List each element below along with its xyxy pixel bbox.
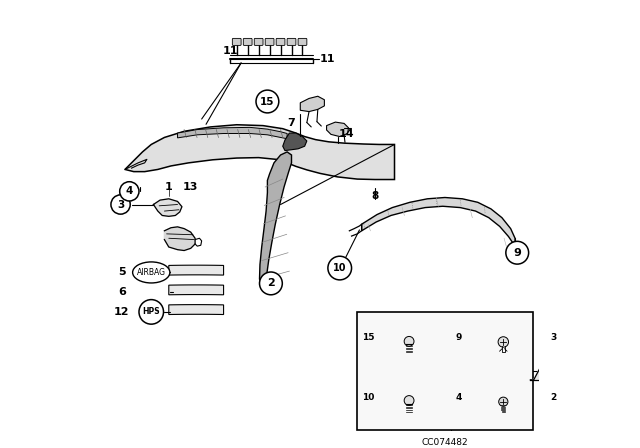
Text: 8: 8: [371, 191, 378, 201]
Polygon shape: [531, 336, 640, 380]
Circle shape: [259, 272, 282, 295]
Text: 3: 3: [117, 199, 124, 210]
Circle shape: [256, 90, 279, 113]
Circle shape: [328, 256, 351, 280]
Text: 7: 7: [287, 118, 296, 129]
Text: 2: 2: [267, 278, 275, 289]
Circle shape: [506, 241, 529, 264]
Text: CC074482: CC074482: [422, 438, 468, 447]
Circle shape: [404, 336, 414, 346]
Text: 1: 1: [165, 182, 173, 192]
Polygon shape: [283, 133, 307, 151]
FancyBboxPatch shape: [232, 39, 241, 45]
Circle shape: [595, 405, 600, 409]
Text: 11: 11: [320, 54, 335, 64]
Circle shape: [594, 339, 601, 346]
Polygon shape: [169, 265, 223, 275]
Circle shape: [595, 346, 600, 350]
FancyBboxPatch shape: [287, 39, 296, 45]
Polygon shape: [164, 227, 195, 250]
Circle shape: [498, 337, 509, 347]
Circle shape: [120, 182, 139, 201]
Polygon shape: [169, 305, 223, 314]
Polygon shape: [544, 338, 570, 366]
Circle shape: [139, 300, 164, 324]
Polygon shape: [154, 199, 182, 216]
Polygon shape: [177, 127, 287, 139]
FancyBboxPatch shape: [265, 39, 274, 45]
Text: 3: 3: [550, 333, 556, 342]
Circle shape: [546, 361, 556, 370]
Text: 12: 12: [114, 307, 130, 317]
Text: 10: 10: [333, 263, 346, 273]
Text: 4: 4: [456, 392, 462, 401]
FancyBboxPatch shape: [298, 39, 307, 45]
Polygon shape: [125, 125, 394, 180]
Text: 15: 15: [260, 96, 275, 107]
Polygon shape: [357, 312, 532, 430]
Text: 4: 4: [125, 186, 133, 196]
Polygon shape: [259, 152, 291, 285]
Polygon shape: [362, 198, 515, 246]
FancyBboxPatch shape: [254, 39, 263, 45]
Text: 9: 9: [456, 333, 462, 342]
Circle shape: [404, 396, 414, 405]
Text: 13: 13: [183, 182, 198, 192]
Text: 15: 15: [362, 333, 374, 342]
Polygon shape: [606, 338, 622, 362]
FancyBboxPatch shape: [276, 39, 285, 45]
Text: 5: 5: [118, 267, 125, 277]
Polygon shape: [326, 122, 349, 137]
Ellipse shape: [132, 262, 170, 283]
Polygon shape: [169, 285, 223, 295]
Circle shape: [602, 342, 611, 352]
Circle shape: [594, 398, 601, 405]
Circle shape: [605, 378, 630, 402]
Text: 10: 10: [362, 392, 374, 401]
Circle shape: [543, 378, 567, 402]
Text: 6: 6: [118, 287, 126, 297]
Circle shape: [111, 195, 130, 214]
Text: HPS: HPS: [143, 307, 160, 316]
FancyBboxPatch shape: [243, 39, 252, 45]
Text: 2: 2: [550, 392, 556, 401]
Text: AIRBAG: AIRBAG: [137, 268, 166, 277]
Text: 14: 14: [339, 129, 354, 139]
Circle shape: [564, 346, 574, 356]
Circle shape: [499, 397, 508, 406]
Text: 9: 9: [513, 248, 521, 258]
Polygon shape: [300, 96, 324, 112]
Text: 11: 11: [222, 46, 238, 56]
